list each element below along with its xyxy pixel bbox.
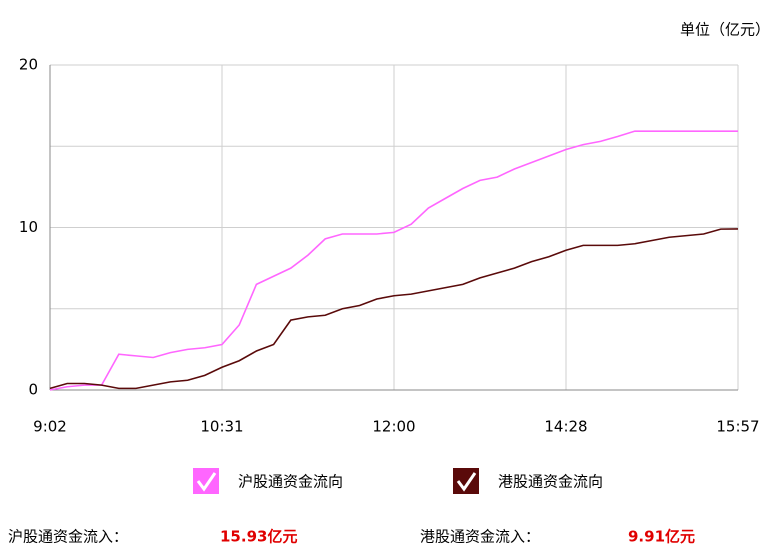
x-tick-label: 10:31 — [200, 418, 243, 436]
legend-check — [456, 472, 477, 492]
summary-value: 15.93亿元 — [220, 528, 297, 546]
summary-label: 港股通资金流入： — [420, 528, 540, 546]
summary-value: 9.91亿元 — [628, 528, 695, 546]
legend-label: 沪股通资金流向 — [238, 473, 343, 491]
summary-label: 沪股通资金流入： — [8, 528, 128, 546]
legend-swatch — [193, 468, 219, 494]
x-tick-label: 15:57 — [716, 418, 759, 436]
x-tick-label: 14:28 — [544, 418, 587, 436]
x-tick-label: 9:02 — [33, 418, 67, 436]
x-tick-label: 12:00 — [372, 418, 415, 436]
unit-label: 单位（亿元） — [680, 21, 770, 39]
series-line — [49, 130, 738, 391]
y-tick-label: 10 — [19, 218, 38, 236]
legend-check — [196, 472, 217, 492]
legend-swatch — [453, 468, 479, 494]
y-tick-label: 0 — [28, 381, 38, 399]
legend-label: 港股通资金流向 — [498, 473, 603, 491]
series-line — [49, 228, 739, 390]
y-tick-label: 20 — [19, 56, 38, 74]
